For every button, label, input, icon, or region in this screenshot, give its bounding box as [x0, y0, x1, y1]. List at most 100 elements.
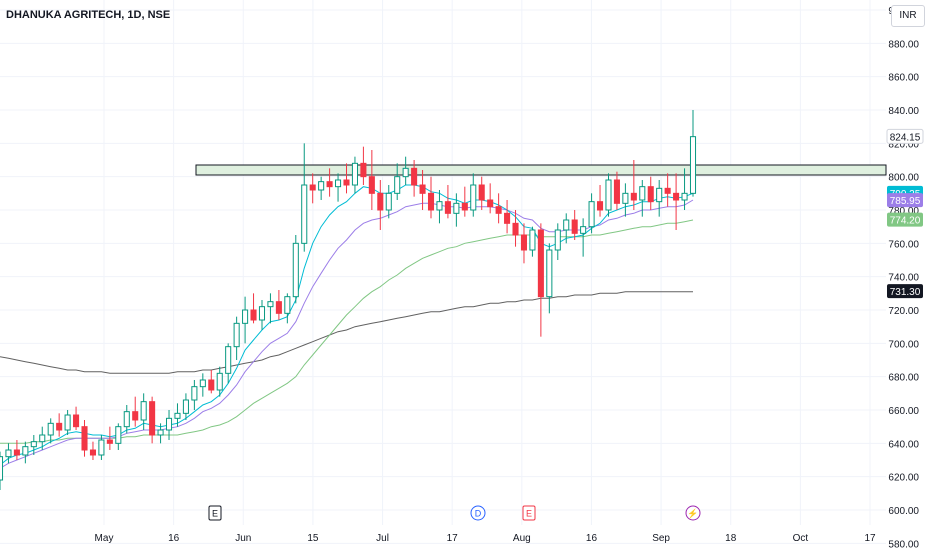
- candle-body: [411, 167, 418, 186]
- candle-body: [309, 184, 316, 191]
- candle-body: [182, 399, 189, 414]
- candle-body: [267, 301, 274, 308]
- resistance-zone-box[interactable]: [195, 164, 887, 176]
- price-label-ema_mid[interactable]: 785.95: [887, 193, 923, 208]
- candle-body: [157, 429, 164, 436]
- candle-body: [351, 162, 358, 186]
- symbol-title[interactable]: DHANUKA AGRITECH, 1D, NSE: [6, 9, 171, 21]
- price-tick-label: 860.00: [888, 73, 919, 84]
- price-label-sma_long[interactable]: 731.30: [887, 284, 923, 299]
- candle-body: [470, 184, 477, 211]
- event-marker-label: D: [475, 509, 482, 519]
- candle-body: [504, 212, 511, 224]
- event-marker-shape: [685, 505, 701, 521]
- candle-body: [419, 184, 426, 194]
- candle-body: [149, 401, 156, 436]
- candle-body: [73, 414, 80, 428]
- event-markers[interactable]: E D E ⚡: [208, 505, 701, 521]
- time-tick-label: 15: [307, 533, 319, 544]
- candle-body: [5, 449, 12, 458]
- candle-body: [47, 422, 54, 436]
- candle-body: [622, 192, 629, 204]
- candle-body: [258, 306, 266, 321]
- candle-body: [89, 449, 96, 456]
- candle-body: [377, 192, 384, 211]
- candle-body: [56, 422, 63, 431]
- candle-body: [427, 192, 435, 211]
- price-tick-label: 640.00: [888, 439, 919, 450]
- candle-body: [563, 219, 570, 231]
- candle-body: [588, 201, 595, 228]
- candle-body: [250, 309, 257, 321]
- price-tick-label: 880.00: [888, 39, 919, 50]
- price-tick-label: 840.00: [888, 106, 919, 117]
- candle-body: [318, 181, 325, 191]
- time-tick-label: Sep: [652, 533, 670, 544]
- event-marker-dividend[interactable]: D: [470, 505, 486, 521]
- candle-body: [385, 192, 392, 211]
- event-marker-label: E: [212, 509, 218, 519]
- candle-body: [81, 426, 88, 451]
- chart-grid: [0, 0, 886, 544]
- candle-body: [360, 162, 367, 178]
- candle-body: [216, 372, 223, 391]
- price-tick-label: 780.00: [888, 206, 919, 217]
- candle-body: [597, 201, 604, 211]
- candle-body: [115, 426, 122, 444]
- candle-body: [571, 219, 578, 234]
- candle-body: [208, 379, 215, 391]
- time-tick-label: Aug: [513, 533, 531, 544]
- price-tick-label: 700.00: [888, 339, 919, 350]
- time-axis[interactable]: May 16 Jun 15 Jul 17 Aug 16 Sep 18 Oct 17: [95, 533, 876, 544]
- event-marker-shape: [522, 505, 536, 521]
- price-label-ema_slow[interactable]: 774.20: [887, 212, 923, 227]
- time-tick-label: Jul: [376, 533, 389, 544]
- candle-body: [613, 179, 620, 204]
- price-tick-label: 760.00: [888, 239, 919, 250]
- sma-long-line: [0, 291, 693, 374]
- price-label-text: 785.95: [890, 196, 921, 207]
- candle-body: [30, 441, 37, 448]
- candle-body: [546, 249, 553, 298]
- candle-body: [335, 179, 342, 188]
- candle-body: [436, 201, 443, 211]
- event-marker-split[interactable]: ⚡: [685, 505, 701, 521]
- candle-body: [284, 296, 291, 314]
- time-tick-label: 17: [447, 533, 459, 544]
- candle-body: [39, 434, 46, 443]
- time-tick-label: Jun: [235, 533, 251, 544]
- event-marker-shape: [470, 505, 486, 521]
- price-tick-label: 740.00: [888, 273, 919, 284]
- price-label-text: 731.30: [890, 287, 921, 298]
- candle-body: [343, 179, 350, 186]
- candle-body: [225, 346, 232, 374]
- currency-selector[interactable]: INR: [891, 5, 925, 27]
- price-axis[interactable]: 580.00 600.00 620.00 640.00 660.00 680.00 700.…: [886, 6, 924, 550]
- candle-body: [292, 242, 299, 298]
- price-label-last[interactable]: 824.15: [886, 128, 924, 144]
- time-tick-label: 16: [168, 533, 180, 544]
- price-tick-label: 680.00: [888, 373, 919, 384]
- candlestick-series: [0, 110, 697, 490]
- candle-body: [512, 222, 519, 236]
- time-tick-label: May: [95, 533, 114, 544]
- event-marker-earnings[interactable]: E: [208, 505, 222, 521]
- candle-body: [673, 192, 680, 201]
- resistance-zone[interactable]: [195, 164, 887, 176]
- candle-body: [664, 187, 671, 194]
- price-tick-label: 820.00: [888, 139, 919, 150]
- event-marker-earnings-red[interactable]: E: [522, 505, 536, 521]
- candle-body: [681, 192, 688, 201]
- candle-body: [605, 179, 612, 211]
- candle-body: [461, 202, 468, 211]
- price-tick-label: 720.00: [888, 306, 919, 317]
- candle-body: [520, 234, 528, 251]
- candle-body: [368, 176, 375, 194]
- price-tick-label: 580.00: [888, 539, 919, 550]
- candle-body: [529, 229, 536, 251]
- candle-body: [537, 229, 544, 298]
- candle-body: [689, 136, 697, 194]
- candle-body: [402, 167, 409, 178]
- candle-body: [275, 301, 282, 314]
